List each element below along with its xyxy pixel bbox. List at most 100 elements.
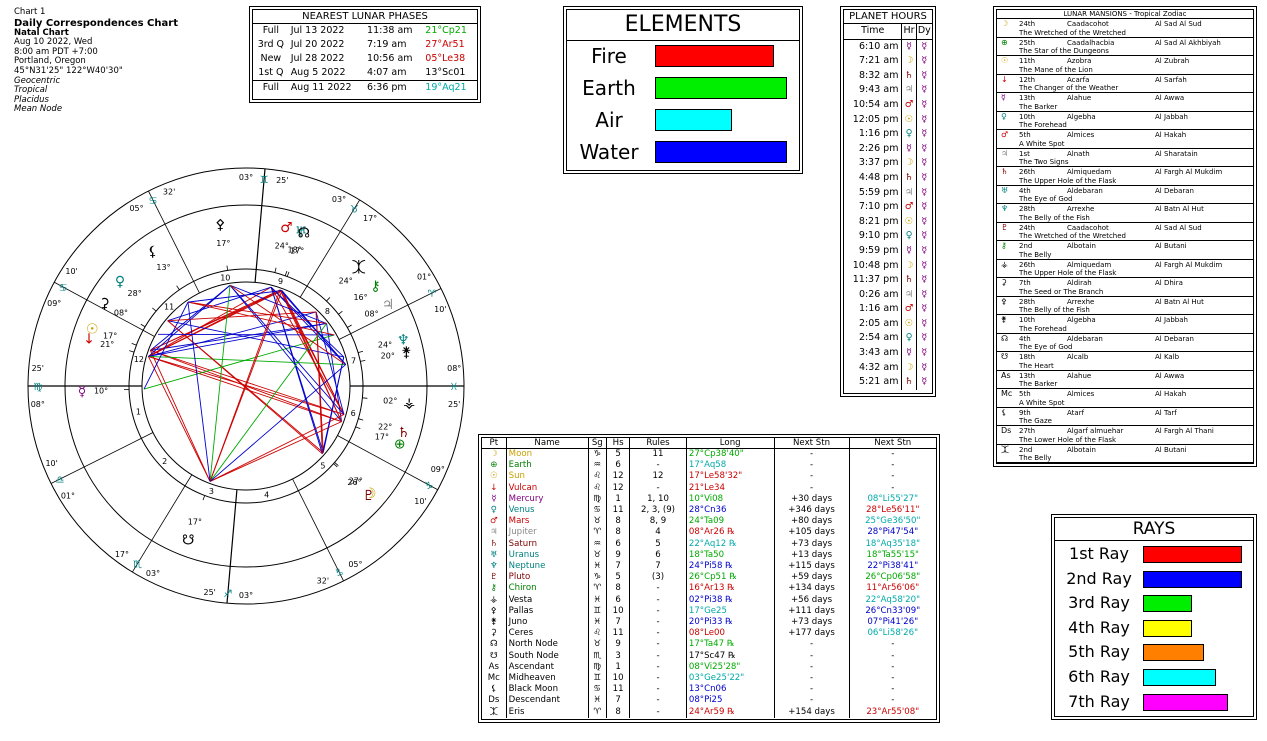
- longitude: 13°Cn06: [686, 684, 775, 696]
- hour-time: 2:54 am: [844, 331, 903, 347]
- mansion-meaning: The Gaze: [1019, 417, 1052, 425]
- lunar-phase-phase: 1st Q: [258, 67, 284, 78]
- next-station-pos: -: [891, 460, 895, 471]
- day-ruler-icon: ☿: [921, 40, 928, 52]
- house-number: 1: [606, 493, 631, 506]
- planet-tick: [338, 310, 343, 315]
- cusp-sign-icon: ♑: [335, 568, 344, 579]
- longitude: 24°Ta09: [686, 516, 775, 528]
- house-number: 6: [606, 594, 631, 606]
- mansion-planet-icon: ⚷: [1001, 241, 1007, 250]
- mansion-meaning: The Lower Hole of the Flask: [1019, 435, 1117, 444]
- hour-ruler-icon: ☉: [901, 112, 917, 128]
- hour-ruler-icon: ♃: [901, 83, 917, 98]
- mansion-planet-icon: ♀: [1001, 111, 1007, 121]
- mansion-number: 4th: [1019, 186, 1031, 195]
- point-icon: ⚷: [482, 583, 507, 595]
- sign-icon: ♈: [588, 706, 608, 718]
- planet-tick: [360, 359, 366, 362]
- point-icon: Ds: [482, 695, 507, 707]
- cusp-degree-label: 05°: [348, 560, 362, 569]
- planet-name: Mercury: [506, 493, 589, 506]
- house-number: 9: [606, 549, 631, 562]
- next-station-days: +154 days: [774, 706, 850, 718]
- planet-glyph-icon: ☋: [182, 532, 194, 548]
- hour-time: 10:48 pm: [844, 258, 903, 274]
- next-station-days: -: [774, 661, 850, 674]
- ray-row: 1st Ray: [1055, 542, 1253, 567]
- mansion-number: 26th: [1019, 168, 1036, 176]
- longitude: 20°Pi33 ℞: [686, 617, 775, 629]
- mansion-latin-name: Albotain: [1067, 445, 1096, 454]
- aspect-line: [229, 284, 327, 324]
- hour-ruler-icon: ♄: [901, 68, 917, 84]
- next-station-pos: 08°Li55'27": [867, 493, 919, 504]
- next-station-pos: 11°Ar56'06": [866, 583, 920, 594]
- natal-chart-wheel: 1 08° ♍ 25' 2 01° ♎ 10' 3 03° ♏ 17° 4 03° ♐ 25' 5 05° ♑ 32'…: [27, 167, 465, 605]
- next-station-days: -: [774, 448, 850, 461]
- rules-houses: -: [629, 684, 687, 696]
- cusp-degree-label: 05°: [129, 204, 143, 213]
- planet-glyph-icon: ♆: [397, 332, 410, 348]
- sign-icon: ♊: [588, 673, 608, 685]
- next-station-days: +80 days: [774, 516, 850, 528]
- rules-houses: -: [629, 594, 687, 606]
- aspect-line: [229, 284, 342, 422]
- next-station-pos: 07°Pi41'26": [867, 617, 919, 628]
- col-rules: Rules: [629, 438, 687, 449]
- cusp-degree-label: 01°: [61, 491, 75, 500]
- mansion-latin-name: Arrexhe: [1067, 205, 1095, 213]
- point-icon: ♃: [482, 527, 507, 539]
- mansion-number: 1st: [1019, 149, 1030, 158]
- aspect-line: [147, 356, 211, 482]
- sign-icon: ♏: [588, 650, 608, 662]
- mansion-number: 2nd: [1019, 242, 1033, 250]
- next-station-pos: -: [891, 684, 895, 695]
- setting-zodiac-type: Tropical: [14, 85, 48, 96]
- next-station-days: -: [774, 460, 850, 472]
- mansion-row: ♆ 28th Arrexhe Al Batn Al Hut The Belly of t…: [997, 204, 1253, 223]
- hour-time: 1:16 am: [844, 302, 903, 317]
- house-number: 7: [351, 357, 356, 366]
- longitude: 17°Sc47 ℞: [686, 650, 775, 662]
- planet-hour-row: 3:37 pm ☽ ☿: [844, 156, 932, 171]
- aspect-line: [270, 287, 323, 454]
- mansion-latin-name: Azobra: [1067, 57, 1092, 65]
- planet-hour-row: 10:48 pm ☽ ☿: [844, 258, 932, 274]
- planet-tick: [131, 343, 137, 346]
- ray-label: 7th Ray: [1068, 691, 1130, 711]
- aspect-line: [270, 286, 345, 358]
- house-number: 10: [220, 273, 230, 282]
- mansion-row: ☽ 24th Caadacohot Al Sad Al Sud The Wretched…: [997, 19, 1253, 38]
- hour-time: 5:21 am: [844, 375, 903, 390]
- planet-hour-row: 2:26 pm ☿ ☿: [844, 141, 932, 157]
- planet-glyph-icon: ♅: [295, 224, 308, 240]
- mansion-arabic-name: Al Batn Al Hut: [1155, 205, 1204, 213]
- lunar-phase-date: Aug 11 2022: [290, 82, 352, 93]
- planet-hour-row: 4:48 pm ♄ ☿: [844, 170, 932, 186]
- planet-row: ☿ Mercury ♍ 1 1, 10 10°Vi08 +30 days 08°Li55'27…: [482, 493, 936, 506]
- planet-hour-row: 8:21 pm ☉ ☿: [844, 214, 932, 230]
- mansion-latin-name: Aldebaran: [1067, 186, 1103, 195]
- sign-icon: ♉: [588, 549, 608, 562]
- mansion-latin-name: Caadacohot: [1067, 20, 1109, 28]
- point-icon: ⚸: [482, 684, 507, 696]
- element-label: Earth: [582, 76, 636, 100]
- hour-time: 5:59 pm: [844, 185, 903, 201]
- aspect-line: [209, 414, 345, 482]
- longitude: 24°Ar59 ℞: [686, 706, 775, 718]
- mansion-latin-name: Alahue: [1067, 94, 1092, 102]
- planet-name: Vesta: [506, 594, 589, 606]
- planet-glyph-icon: ⚸: [148, 244, 158, 260]
- cusp-minute-label: 25': [448, 400, 460, 409]
- hour-ruler-icon: ♄: [901, 273, 917, 288]
- cusp-minute-label: 10': [434, 305, 446, 314]
- mansion-latin-name: Algarf almuehar: [1067, 427, 1124, 435]
- planet-glyph-icon: ☉: [86, 322, 99, 338]
- planet-name: Earth: [506, 460, 589, 472]
- mansion-meaning: The Belly: [1019, 250, 1052, 259]
- lunar-phase-time: 10:56 am: [367, 53, 413, 64]
- planet-degree-label: 16°: [353, 293, 367, 302]
- next-station-pos: -: [891, 661, 895, 672]
- next-station-days: +105 days: [774, 527, 850, 539]
